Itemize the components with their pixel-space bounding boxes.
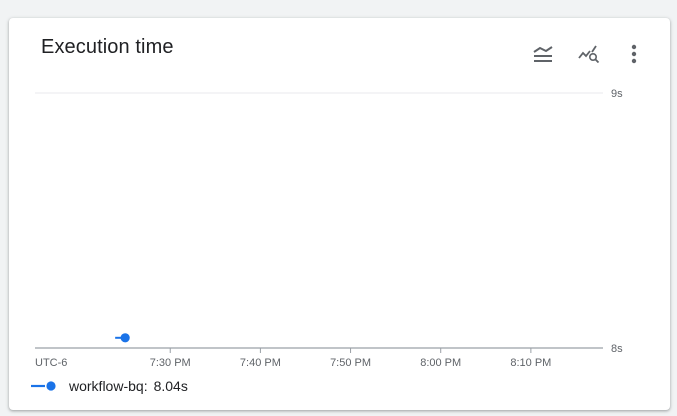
data-point[interactable] xyxy=(120,333,130,343)
x-tick-label: 8:10 PM xyxy=(510,357,551,369)
legend-toggle-icon[interactable] xyxy=(529,40,557,68)
more-options-icon[interactable] xyxy=(620,40,648,68)
legend-series-swatch xyxy=(31,381,56,391)
chart-legend[interactable]: workflow-bq: 8.04s xyxy=(31,376,188,396)
x-tick-label: 7:30 PM xyxy=(150,357,191,369)
chart-title: Execution time xyxy=(41,36,174,58)
y-tick-label-8s: 8s xyxy=(611,343,623,355)
legend-series-name: workflow-bq: xyxy=(69,378,148,394)
y-tick-label-9s: 9s xyxy=(611,88,623,100)
x-tick-label: 8:00 PM xyxy=(420,357,461,369)
chart-card: Execution time 9s 8s UTC-6 7:30 PM 7:40 P… xyxy=(9,18,670,410)
timezone-label: UTC-6 xyxy=(35,357,67,369)
explore-chart-icon[interactable] xyxy=(575,40,603,68)
legend-series-value: 8.04s xyxy=(153,378,188,394)
x-tick-label: 7:50 PM xyxy=(330,357,371,369)
x-tick-label: 7:40 PM xyxy=(240,357,281,369)
chart-plot: 9s 8s UTC-6 7:30 PM 7:40 PM 7:50 PM 8:00 PM… xyxy=(35,88,623,369)
